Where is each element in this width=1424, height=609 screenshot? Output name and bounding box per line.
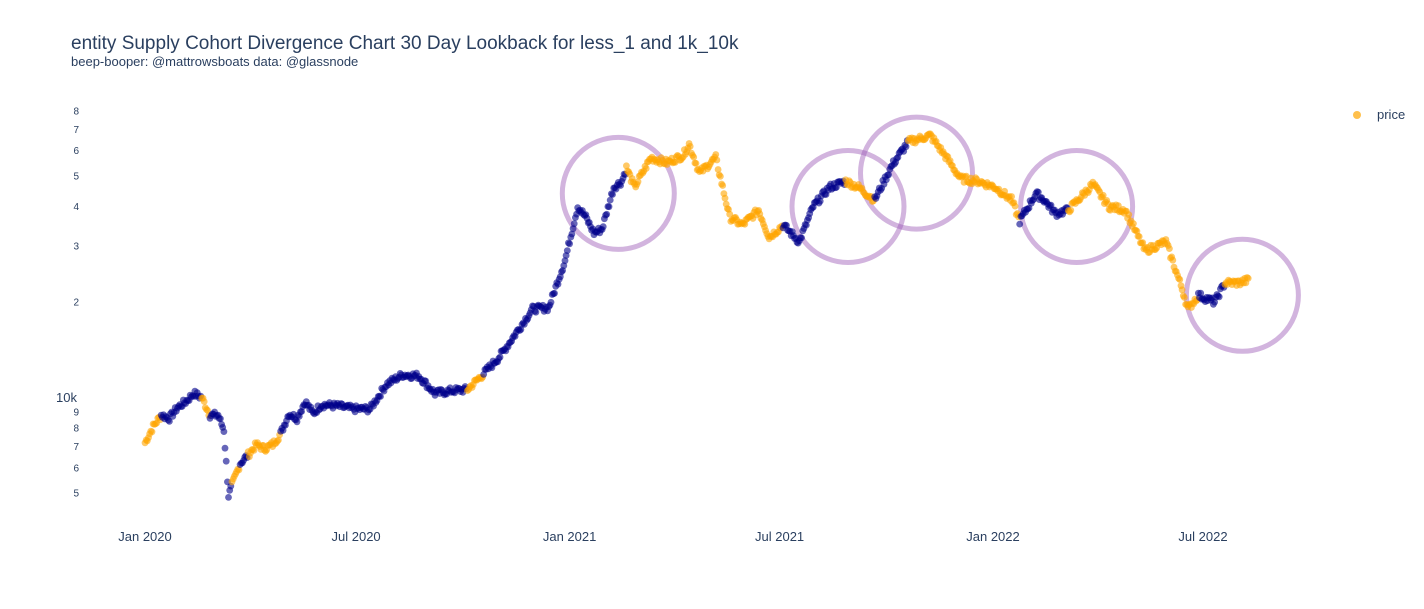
highlight-circle — [559, 134, 677, 252]
price-point — [1099, 191, 1107, 199]
price-point — [1034, 188, 1042, 196]
price-point — [220, 428, 228, 435]
price-point — [686, 143, 694, 150]
y-tick-label: 5 — [73, 489, 79, 500]
price-point — [496, 353, 504, 361]
y-tick-label: 9 — [73, 408, 79, 419]
price-point — [1067, 206, 1075, 214]
price-point — [377, 393, 384, 400]
price-point — [570, 220, 578, 228]
price-point — [532, 308, 540, 316]
price-point — [275, 436, 282, 444]
price-point — [726, 210, 734, 218]
y-tick-label: 4 — [73, 202, 79, 213]
x-tick-label: Jul 2021 — [755, 529, 804, 544]
price-point — [902, 143, 910, 151]
x-tick-label: Jan 2020 — [118, 529, 172, 544]
y-tick-label: 8 — [73, 424, 79, 435]
price-point — [833, 184, 840, 191]
y-tick-label: 6 — [73, 146, 79, 157]
price-point — [293, 418, 301, 426]
y-tick-label: 7 — [73, 442, 79, 453]
price-point — [1169, 256, 1177, 264]
x-axis-ticks: Jan 2020 Jul 2020 Jan 2021 Jul 2021 Jan 2022… — [118, 529, 1227, 544]
price-point — [551, 289, 558, 297]
price-points — [141, 130, 1252, 501]
y-tick-label: 6 — [73, 463, 79, 474]
y-tick-label: 7 — [73, 125, 79, 136]
price-point — [222, 457, 230, 465]
x-tick-label: Jul 2022 — [1178, 529, 1227, 544]
price-point — [603, 210, 611, 218]
price-point — [1176, 276, 1184, 283]
legend-marker-price — [1353, 111, 1361, 119]
legend[interactable]: price — [1353, 107, 1405, 122]
price-point — [1011, 202, 1019, 210]
price-point — [1125, 211, 1133, 219]
price-point — [609, 191, 616, 198]
y-axis-ticks: 5 6 7 8 9 10k 2 3 4 5 6 7 8 — [56, 107, 79, 500]
price-point — [692, 160, 700, 167]
x-tick-label: Jan 2022 — [966, 529, 1020, 544]
price-point — [642, 165, 650, 172]
y-tick-label: 10k — [56, 390, 77, 405]
price-point — [719, 182, 727, 189]
price-point — [712, 151, 720, 158]
price-point — [148, 428, 156, 436]
price-point — [217, 415, 224, 423]
y-tick-label: 2 — [73, 298, 79, 309]
price-point — [561, 257, 569, 265]
chart-title: entity Supply Cohort Divergence Chart 30… — [71, 33, 739, 54]
price-point — [568, 230, 576, 238]
price-point — [1181, 294, 1188, 301]
price-point — [1130, 220, 1137, 228]
price-point — [1008, 193, 1015, 200]
highlight-circle — [789, 148, 907, 265]
chart-subtitle: beep-booper: @mattrowsboats data: @glass… — [71, 54, 359, 69]
price-point — [547, 298, 555, 306]
price-point — [279, 426, 287, 434]
y-tick-label: 3 — [73, 242, 79, 253]
price-point — [1197, 289, 1205, 297]
price-point — [1016, 220, 1024, 228]
price-point — [717, 173, 724, 180]
price-point — [166, 418, 173, 425]
price-point — [1244, 274, 1252, 282]
price-point — [235, 466, 243, 474]
price-point — [1114, 202, 1122, 210]
price-point — [690, 153, 698, 161]
x-tick-label: Jan 2021 — [543, 529, 597, 544]
highlight-circle — [858, 114, 975, 232]
price-point — [605, 203, 613, 211]
price-point — [517, 326, 525, 333]
price-point — [606, 196, 614, 204]
price-point — [250, 447, 258, 454]
highlight-circles — [559, 114, 1301, 354]
price-point — [225, 494, 232, 501]
price-point — [1215, 293, 1223, 301]
legend-label-price: price — [1377, 107, 1405, 122]
y-tick-label: 8 — [73, 107, 79, 118]
y-tick-label: 5 — [73, 171, 79, 182]
price-point — [623, 162, 630, 170]
price-point — [1178, 286, 1186, 294]
price-point — [200, 398, 208, 405]
price-point — [634, 178, 642, 186]
price-point — [563, 247, 571, 255]
highlight-circle — [1018, 148, 1136, 265]
price-point — [721, 194, 729, 202]
price-point — [714, 166, 722, 173]
price-point — [1135, 233, 1143, 240]
price-point — [221, 444, 229, 452]
price-point — [566, 240, 573, 248]
price-point — [713, 156, 721, 164]
price-point — [816, 197, 824, 205]
price-point — [798, 234, 805, 242]
x-tick-label: Jul 2020 — [332, 529, 381, 544]
price-point — [599, 223, 607, 231]
price-point — [885, 171, 892, 179]
price-point — [1166, 245, 1173, 253]
